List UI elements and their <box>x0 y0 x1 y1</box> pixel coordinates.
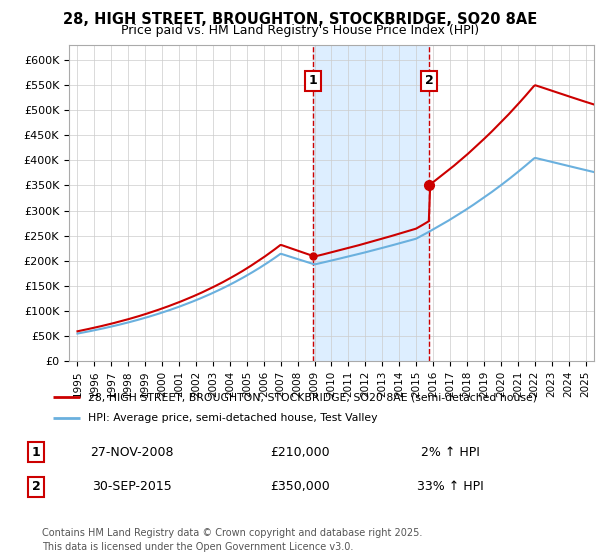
Text: This data is licensed under the Open Government Licence v3.0.: This data is licensed under the Open Gov… <box>42 542 353 552</box>
Text: Contains HM Land Registry data © Crown copyright and database right 2025.: Contains HM Land Registry data © Crown c… <box>42 528 422 538</box>
Text: 28, HIGH STREET, BROUGHTON, STOCKBRIDGE, SO20 8AE: 28, HIGH STREET, BROUGHTON, STOCKBRIDGE,… <box>63 12 537 27</box>
Text: 1: 1 <box>308 74 317 87</box>
Text: £210,000: £210,000 <box>270 446 330 459</box>
Text: 2: 2 <box>425 74 433 87</box>
Text: 30-SEP-2015: 30-SEP-2015 <box>92 480 172 493</box>
Text: 27-NOV-2008: 27-NOV-2008 <box>90 446 174 459</box>
Text: 2: 2 <box>32 480 40 493</box>
Text: HPI: Average price, semi-detached house, Test Valley: HPI: Average price, semi-detached house,… <box>88 413 377 423</box>
Text: £350,000: £350,000 <box>270 480 330 493</box>
Text: Price paid vs. HM Land Registry's House Price Index (HPI): Price paid vs. HM Land Registry's House … <box>121 24 479 37</box>
Text: 33% ↑ HPI: 33% ↑ HPI <box>416 480 484 493</box>
Text: 2% ↑ HPI: 2% ↑ HPI <box>421 446 479 459</box>
Text: 28, HIGH STREET, BROUGHTON, STOCKBRIDGE, SO20 8AE (semi-detached house): 28, HIGH STREET, BROUGHTON, STOCKBRIDGE,… <box>88 393 536 403</box>
Bar <box>313 45 429 361</box>
Text: 1: 1 <box>32 446 40 459</box>
